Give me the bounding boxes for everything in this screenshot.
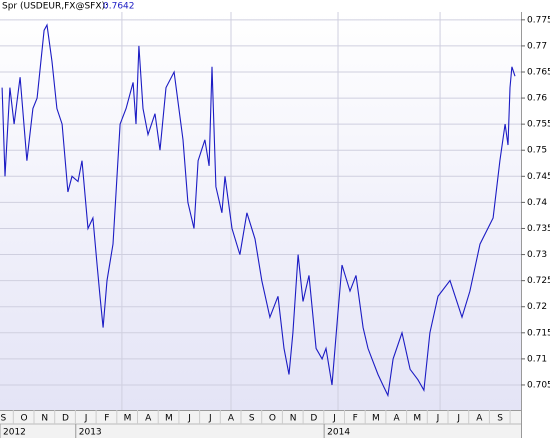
x-tick-label: J: [84, 414, 88, 424]
x-tick-label: J: [456, 414, 460, 424]
x-tick-label: O: [269, 414, 276, 424]
y-tick-label: 0.775: [527, 15, 550, 25]
x-tick-label: S: [0, 414, 6, 424]
x-tick-label: S: [249, 414, 255, 424]
year-label: 2013: [79, 428, 102, 438]
x-tick-label: N: [290, 414, 297, 424]
y-tick-label: 0.755: [527, 120, 550, 130]
y-tick-label: 0.745: [527, 172, 550, 182]
year-label: 2012: [3, 428, 26, 438]
y-tick-label: 0.725: [527, 276, 550, 286]
x-tick-label: A: [476, 414, 483, 424]
y-tick-label: 0.765: [527, 67, 550, 77]
x-tick-label: J: [208, 414, 212, 424]
x-tick-label: M: [372, 414, 380, 424]
y-tick-label: 0.72: [527, 302, 547, 312]
x-tick-label: A: [394, 414, 401, 424]
price-line: [1, 23, 516, 398]
x-tick-label: J: [332, 414, 336, 424]
y-tick-label: 0.74: [527, 198, 547, 208]
x-tick-label: A: [145, 414, 152, 424]
x-tick-label: S: [497, 414, 503, 424]
y-tick-label: 0.71: [527, 354, 547, 364]
x-tick-label: F: [353, 414, 358, 424]
x-tick-label: J: [187, 414, 191, 424]
y-tick-label: 0.735: [527, 224, 550, 234]
x-tick-label: O: [20, 414, 27, 424]
x-tick-label: D: [310, 414, 317, 424]
chart-title: Spr (USDEUR,FX@SFX):: [2, 2, 108, 12]
y-tick-label: 0.715: [527, 328, 550, 338]
year-label: 2014: [327, 428, 350, 438]
y-tick-label: 0.76: [527, 94, 547, 104]
y-tick-label: 0.705: [527, 380, 550, 390]
y-tick-label: 0.77: [527, 41, 547, 51]
x-tick-label: F: [104, 414, 109, 424]
last-value: 0.7642: [103, 2, 135, 12]
y-tick-label: 0.73: [527, 250, 547, 260]
x-tick-label: N: [41, 414, 48, 424]
x-tick-label: A: [228, 414, 235, 424]
x-tick-label: M: [124, 414, 132, 424]
x-tick-label: M: [413, 414, 421, 424]
x-tick-label: J: [436, 414, 440, 424]
x-tick-label: M: [165, 414, 173, 424]
y-tick-label: 0.75: [527, 146, 547, 156]
x-tick-label: D: [62, 414, 69, 424]
